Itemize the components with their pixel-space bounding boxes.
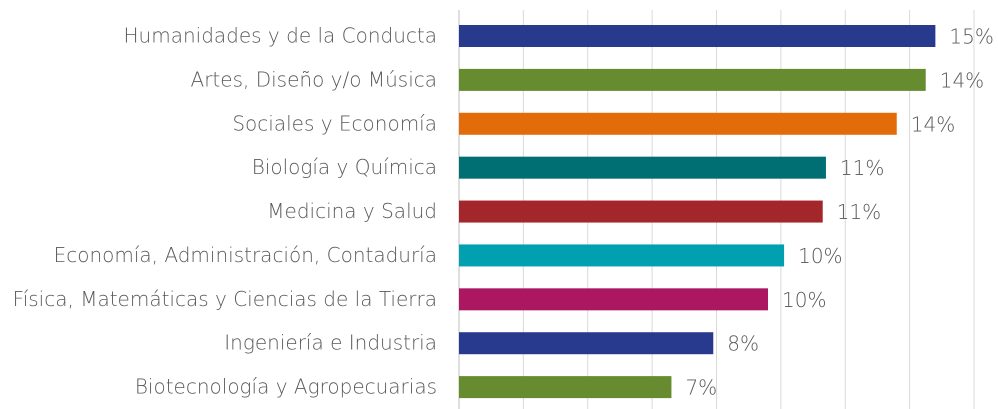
value-label: 8% (727, 332, 759, 356)
value-label: 10% (782, 288, 826, 312)
value-label: 14% (940, 68, 984, 92)
bar (459, 332, 714, 355)
category-label: Medicina y Salud (267, 199, 437, 223)
category-label: Economía, Administración, Contaduría (54, 243, 437, 267)
category-label: Sociales y Economía (232, 111, 437, 135)
category-label: Física, Matemáticas y Ciencias de la Tie… (13, 287, 437, 311)
category-label: Humanidades y de la Conducta (124, 24, 437, 48)
bar (459, 244, 785, 267)
category-label: Ingeniería e Industria (224, 331, 437, 355)
bar (459, 156, 826, 179)
bar (459, 288, 768, 311)
value-label: 10% (798, 244, 842, 268)
value-label: 11% (837, 200, 881, 224)
bar (459, 25, 936, 47)
value-label: 14% (911, 112, 955, 136)
value-label: 7% (685, 376, 717, 400)
bar (459, 68, 926, 91)
category-label: Artes, Diseño y/o Música (191, 67, 437, 91)
bar (459, 200, 823, 223)
bar (459, 376, 672, 399)
category-label: Biología y Química (252, 155, 437, 179)
category-label: Biotecnología y Agropecuarias (135, 375, 437, 399)
value-label: 15% (949, 25, 993, 49)
bar (459, 112, 897, 135)
value-label: 11% (840, 156, 884, 180)
